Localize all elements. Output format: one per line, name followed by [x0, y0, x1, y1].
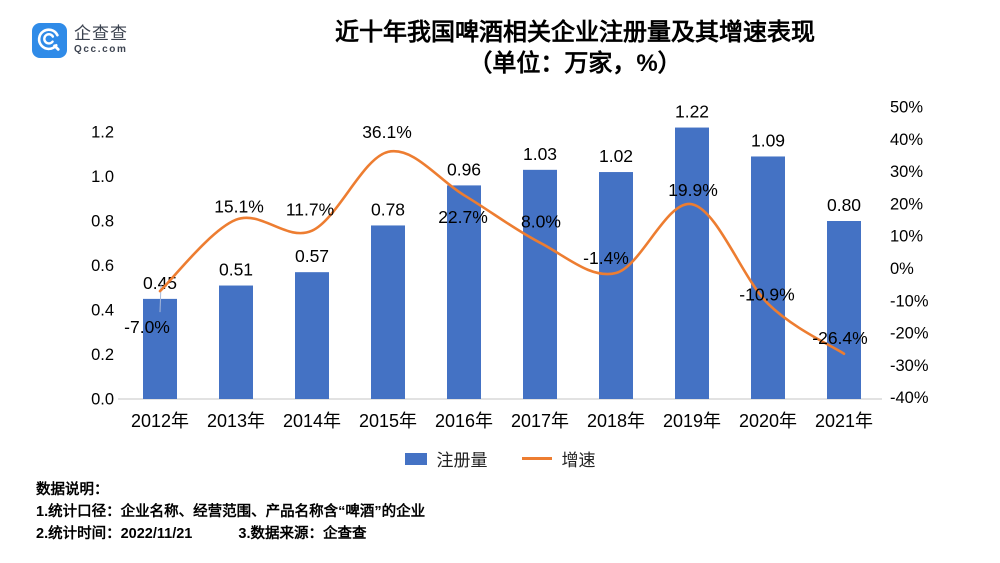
data-notes-heading: 数据说明：	[36, 482, 109, 498]
data-notes: 数据说明： 1.统计口径：企业名称、经营范围、产品名称含“啤酒”的企业 2.统计…	[36, 479, 425, 545]
svg-text:10%: 10%	[890, 228, 923, 246]
svg-text:-20%: -20%	[890, 325, 929, 343]
svg-text:1.02: 1.02	[599, 146, 633, 166]
bar-2020年	[751, 156, 785, 399]
svg-text:15.1%: 15.1%	[214, 197, 264, 217]
legend-bar-label: 注册量	[436, 451, 488, 470]
svg-text:0.45: 0.45	[143, 273, 177, 293]
svg-text:0.6: 0.6	[91, 257, 114, 275]
svg-text:0.78: 0.78	[371, 199, 405, 219]
svg-text:11.7%: 11.7%	[286, 200, 334, 220]
svg-text:36.1%: 36.1%	[362, 122, 412, 142]
svg-text:0.2: 0.2	[91, 346, 114, 364]
qcc-logo-icon	[32, 23, 67, 58]
bar-2019年	[675, 127, 709, 400]
svg-text:8.0%: 8.0%	[521, 212, 561, 232]
chart-subtitle: （单位：万家，%）	[468, 50, 682, 77]
qcc-logo-text: 企查查 Qcc.com	[74, 25, 128, 55]
bar-2013年	[219, 285, 253, 399]
svg-text:0.51: 0.51	[219, 260, 253, 280]
chart-title-block: 近十年我国啤酒相关企业注册量及其增速表现 （单位：万家，%）	[150, 17, 1000, 79]
svg-text:-40%: -40%	[890, 389, 929, 407]
data-notes-stat-time: 2.统计时间：2022/11/21	[36, 526, 193, 542]
data-notes-source: 3.数据来源：企查查	[238, 526, 367, 542]
legend-line-swatch	[521, 457, 552, 460]
bar-2017年	[523, 169, 557, 399]
bar-2016年	[447, 185, 481, 399]
svg-text:1.2: 1.2	[91, 124, 114, 142]
bar-2021年	[827, 221, 861, 399]
chart-legend: 注册量 增速	[0, 446, 1000, 471]
svg-text:1.09: 1.09	[751, 130, 785, 150]
svg-text:0.8: 0.8	[91, 213, 114, 231]
svg-text:2014年: 2014年	[283, 411, 341, 431]
svg-text:-7.0%: -7.0%	[124, 317, 170, 337]
svg-text:0.80: 0.80	[827, 195, 861, 215]
data-notes-line1: 1.统计口径：企业名称、经营范围、产品名称含“啤酒”的企业	[36, 504, 426, 520]
svg-text:20%: 20%	[890, 195, 923, 213]
svg-text:0.57: 0.57	[295, 246, 329, 266]
svg-text:2019年: 2019年	[663, 411, 721, 431]
svg-text:1.03: 1.03	[523, 144, 557, 164]
chart-title: 近十年我国啤酒相关企业注册量及其增速表现	[335, 19, 815, 46]
bar-2018年	[599, 172, 633, 399]
svg-text:19.9%: 19.9%	[668, 180, 718, 200]
svg-text:-30%: -30%	[890, 357, 929, 375]
svg-text:40%: 40%	[890, 131, 923, 149]
svg-text:22.7%: 22.7%	[438, 207, 488, 227]
svg-text:2021年: 2021年	[815, 411, 873, 431]
svg-text:2013年: 2013年	[207, 411, 265, 431]
svg-text:-26.4%: -26.4%	[812, 328, 867, 348]
svg-text:1.0: 1.0	[91, 168, 114, 186]
svg-text:-10%: -10%	[890, 292, 929, 310]
svg-text:30%: 30%	[890, 163, 923, 181]
brand-name: 企查查	[74, 24, 128, 44]
svg-text:0.0: 0.0	[91, 391, 114, 409]
svg-text:2015年: 2015年	[359, 411, 417, 431]
svg-text:-10.9%: -10.9%	[739, 285, 794, 305]
svg-text:-1.4%: -1.4%	[583, 248, 629, 268]
svg-text:0.4: 0.4	[91, 302, 114, 320]
svg-text:2018年: 2018年	[587, 411, 645, 431]
bar-2015年	[371, 225, 405, 399]
svg-text:1.22: 1.22	[675, 102, 709, 122]
legend-bar-swatch	[404, 452, 427, 465]
bar-2012年	[143, 298, 177, 399]
svg-text:2017年: 2017年	[511, 411, 569, 431]
bar-2014年	[295, 272, 329, 399]
svg-text:2012年: 2012年	[131, 411, 189, 431]
svg-text:0%: 0%	[890, 260, 914, 278]
legend-line-label: 增速	[561, 451, 596, 470]
qcc-logo: 企查查 Qcc.com	[32, 23, 128, 58]
svg-text:50%: 50%	[890, 99, 923, 117]
svg-text:2020年: 2020年	[739, 411, 797, 431]
brand-domain: Qcc.com	[74, 44, 128, 56]
svg-text:0.96: 0.96	[447, 159, 481, 179]
growth-line	[158, 149, 846, 356]
svg-text:2016年: 2016年	[435, 411, 493, 431]
